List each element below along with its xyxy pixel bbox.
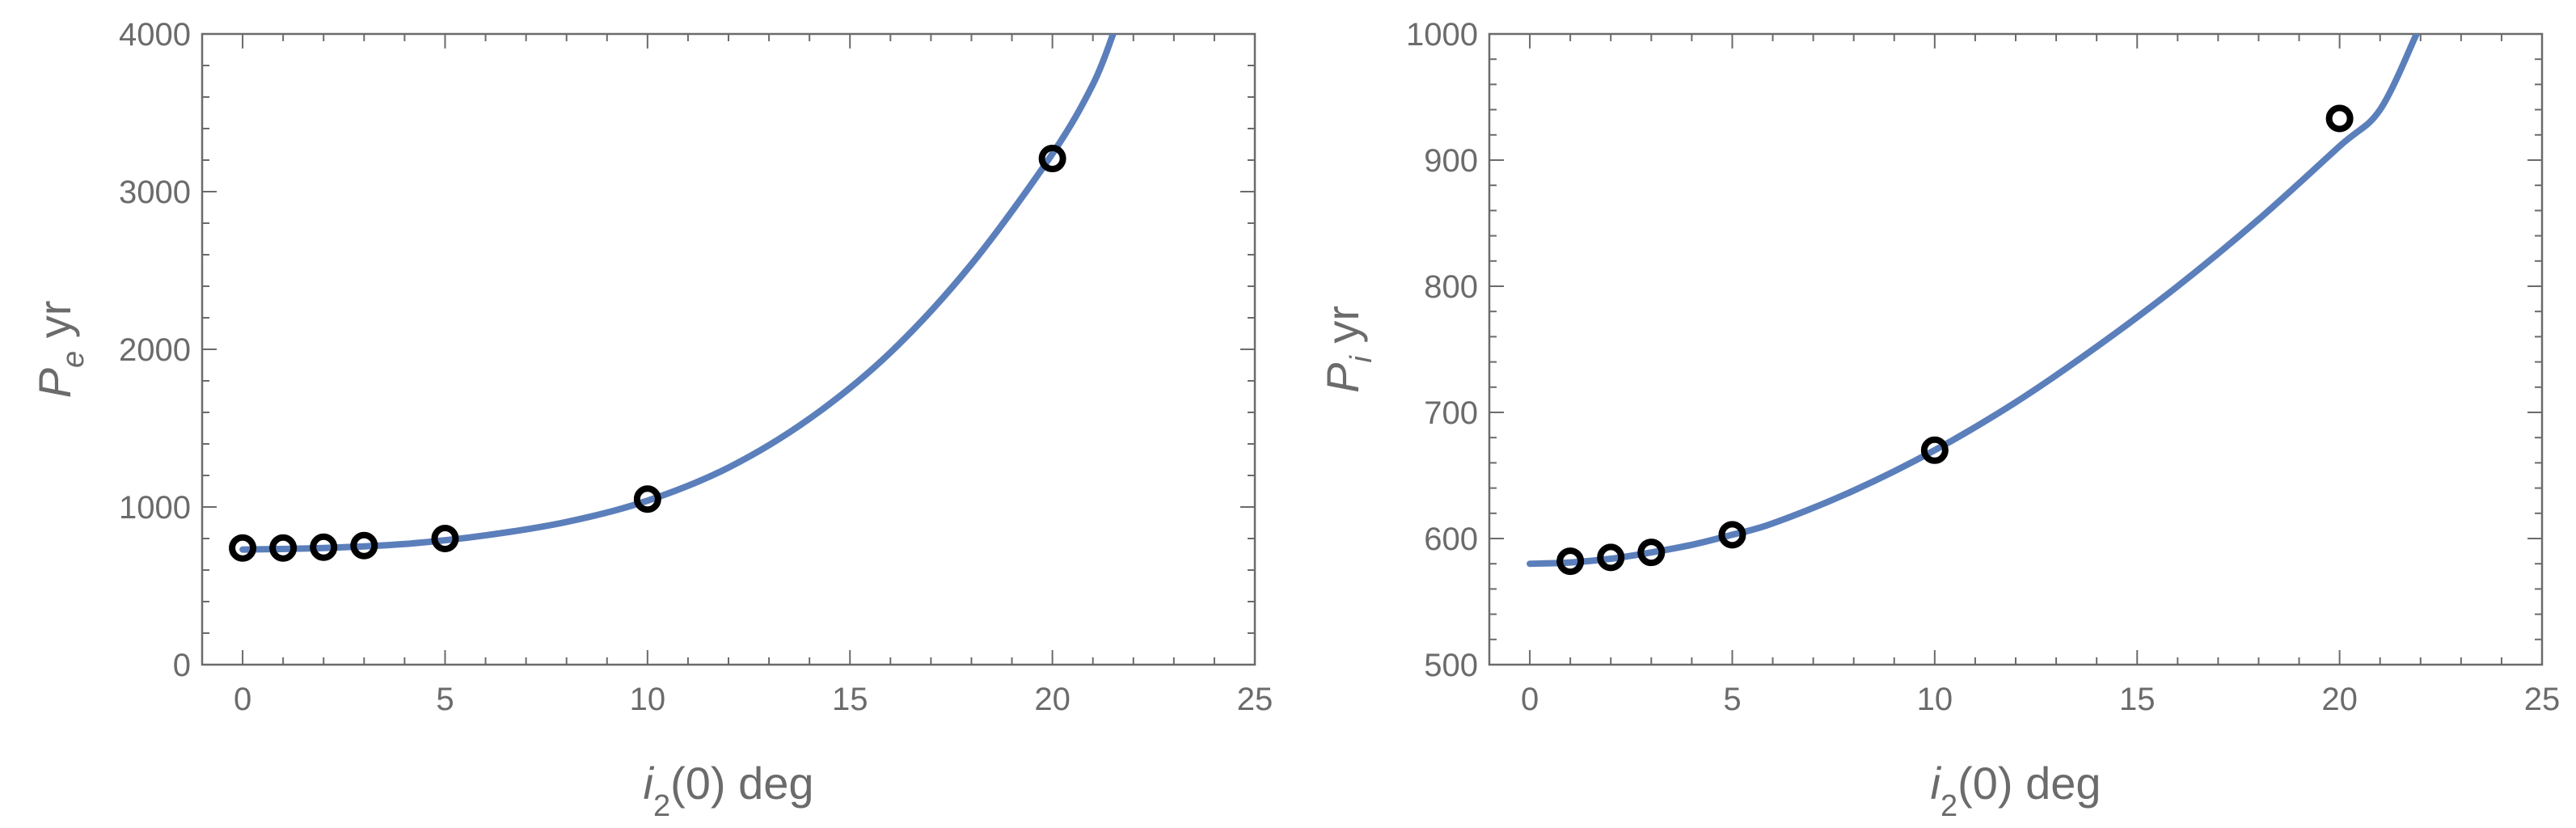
x-tick-label: 0 — [1521, 682, 1539, 717]
y-tick-label: 0 — [173, 648, 191, 683]
data-point-marker — [1038, 145, 1066, 173]
y-tick-label: 3000 — [119, 175, 191, 210]
y-axis-label: Pi yr — [1317, 306, 1379, 393]
x-tick-label: 10 — [1917, 682, 1953, 717]
y-tick-label: 500 — [1424, 648, 1478, 683]
y-tick-label: 900 — [1424, 143, 1478, 179]
x-axis-label: i2(0) deg — [1930, 758, 2101, 823]
x-tick-label: 0 — [234, 682, 251, 717]
data-point-marker — [431, 525, 459, 552]
plot-frame — [1488, 32, 2544, 666]
y-tick-label: 1000 — [1406, 17, 1478, 53]
y-tick-label: 800 — [1424, 269, 1478, 305]
y-tick-label: 4000 — [119, 17, 191, 53]
x-tick-label: 25 — [2524, 682, 2561, 717]
data-point-marker — [633, 485, 661, 513]
chart-panel-2: 0 5 10 15 20 25 500 600 700 800 900 1000 i2(0) deg Pi… — [1317, 17, 2560, 823]
data-point-marker — [2325, 104, 2354, 133]
y-tick-label: 2000 — [119, 332, 191, 368]
y-tick-label: 600 — [1424, 522, 1478, 557]
data-point-marker — [1637, 539, 1666, 567]
x-tick-label: 20 — [1034, 682, 1071, 717]
fit-curve — [1527, 34, 2420, 568]
data-point-marker — [1556, 547, 1585, 576]
data-point-marker — [229, 534, 257, 562]
x-axis-label: i2(0) deg — [643, 758, 813, 823]
y-tick-label: 1000 — [119, 490, 191, 526]
plot-frame — [201, 32, 1256, 666]
x-tick-label: 15 — [832, 682, 868, 717]
x-tick-label: 10 — [630, 682, 666, 717]
x-tick-label: 5 — [436, 682, 454, 717]
x-tick-label: 25 — [1237, 682, 1273, 717]
data-point-marker — [350, 531, 378, 560]
data-point-marker — [1597, 543, 1625, 572]
x-tick-label: 15 — [2119, 682, 2156, 717]
chart-panel-1: 0 5 10 15 20 25 0 1000 2000 3000 4000 i2(0) deg Pe y… — [29, 17, 1273, 823]
data-point-marker — [310, 533, 338, 561]
x-tick-label: 5 — [1723, 682, 1741, 717]
fit-curve — [239, 34, 1117, 553]
y-tick-label: 700 — [1424, 395, 1478, 431]
data-point-marker — [269, 534, 298, 562]
y-axis-label: Pe yr — [29, 301, 91, 399]
data-point-marker — [1920, 436, 1949, 464]
x-tick-label: 20 — [2321, 682, 2358, 717]
data-point-marker — [1718, 521, 1746, 549]
